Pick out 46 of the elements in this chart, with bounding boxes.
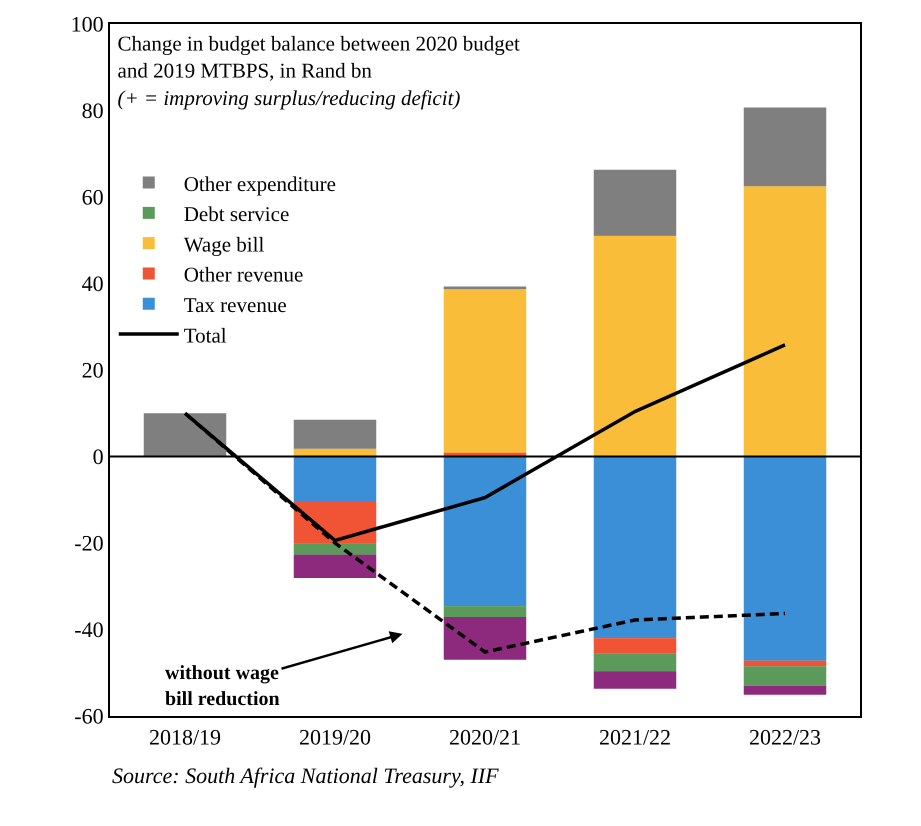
legend-label: Wage bill [184,232,264,256]
bar [444,456,526,606]
source-note: Source: South Africa National Treasury, IIF [112,763,500,788]
x-tick-label: 2018/19 [148,724,222,750]
bar [594,170,676,236]
bar [594,236,676,456]
bar [444,286,526,290]
bar [594,638,676,654]
legend-label: Other revenue [184,262,304,287]
bar [444,616,526,660]
x-tick-label: 2022/23 [748,724,822,750]
x-tick-label: 2021/22 [598,724,672,750]
annotation: without wage bill reduction [165,662,280,710]
bar [594,456,676,638]
bar [744,666,826,686]
bar [744,107,826,186]
y-tick-label: -40 [74,617,104,642]
bar [744,186,826,456]
x-tick-label: 2019/20 [298,724,372,750]
y-tick-label: 60 [82,184,104,210]
bar [294,456,376,502]
legend-label: Debt service [184,202,290,226]
bar [294,420,376,449]
bar [744,660,826,666]
bar [594,671,676,689]
legend-label: Tax revenue [184,292,287,317]
y-tick-label: 20 [82,358,104,383]
y-tick-label: 40 [82,271,104,296]
text: Change in budget balance between 2020 budget and 2019 MTBPS, in Rand bn [118,31,520,83]
y-tick-label: 80 [82,98,104,124]
bar [294,544,376,555]
y-tick-label: 0 [92,444,104,470]
legend-label: Other expenditure [184,172,336,196]
bar [294,554,376,578]
bar [594,654,676,672]
bar [144,413,226,456]
bar [744,456,826,661]
bar [444,289,526,453]
y-tick-label: -20 [74,530,104,556]
x-tick-label: 2020/21 [448,724,522,750]
legend-label: Total [184,323,227,348]
bar [744,686,826,695]
text: (+ = improving surplus/reducing deficit) [118,86,460,110]
bar [444,606,526,617]
y-tick-label: -60 [74,704,104,729]
y-tick-label: 100 [70,12,104,37]
